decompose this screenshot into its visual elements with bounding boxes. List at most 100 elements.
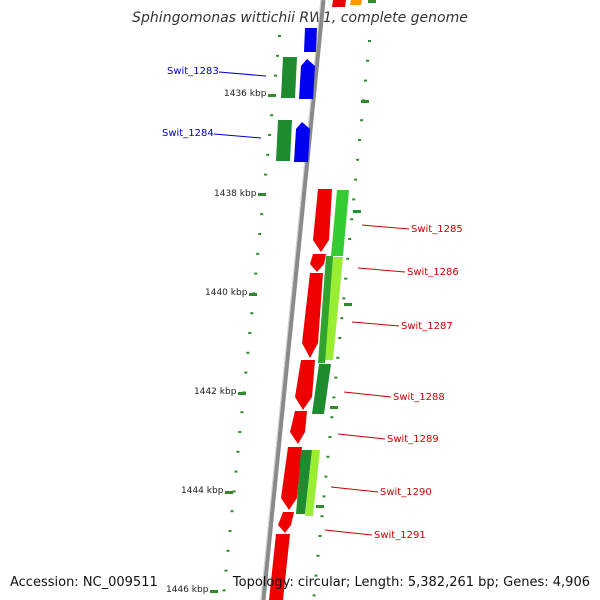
tick-dot <box>270 114 274 117</box>
tick-dot <box>328 436 332 438</box>
tick-dot <box>244 371 248 374</box>
kbp-tick-mark <box>225 491 233 494</box>
gene-feature-1290-lime <box>305 450 320 516</box>
gene-feature-1284-blue-arrow <box>294 122 310 162</box>
tick-dot <box>342 297 346 300</box>
tick-dot <box>248 332 252 334</box>
kbp-tick-mark <box>258 193 266 196</box>
kbp-tick-mark <box>210 590 218 593</box>
genome-backbone <box>260 0 326 600</box>
gene-label[interactable]: Swit_1284 <box>162 128 214 139</box>
tick-dot <box>254 272 258 275</box>
gene-feature-1287-green <box>318 256 333 363</box>
gene-feature-1286-red <box>310 254 326 272</box>
tick-dot <box>246 351 250 354</box>
tick-dot <box>278 35 281 37</box>
tick-dot <box>332 396 336 399</box>
tick-mark <box>353 210 361 213</box>
gene-feature-1291a-red <box>278 512 294 533</box>
gene-leader-line <box>343 391 392 398</box>
tick-dot <box>264 173 268 176</box>
tick-dot <box>240 411 244 414</box>
gene-label[interactable]: Swit_1286 <box>407 267 459 278</box>
topology-summary: Topology: circular; Length: 5,382,261 bp… <box>232 575 590 590</box>
tick-dot <box>274 74 277 77</box>
tick-dot <box>230 510 234 513</box>
gene-label[interactable]: Swit_1288 <box>393 392 445 403</box>
tick-dot <box>316 554 320 557</box>
tick-dot <box>364 79 367 82</box>
gene-feature-1291b-red <box>269 534 290 600</box>
kbp-tick-label: 1442 kbp <box>194 387 237 397</box>
gene-label[interactable]: Swit_1291 <box>374 530 426 541</box>
gene-leader-line <box>330 486 379 493</box>
accession-text: Accession: NC_009511 <box>10 575 158 590</box>
tick-dot <box>352 198 356 201</box>
tick-dot <box>354 178 358 181</box>
genome-title: Sphingomonas wittichii RW1, complete gen… <box>132 10 468 26</box>
gene-leader-line <box>213 133 262 139</box>
tick-dot <box>276 54 279 57</box>
gene-label[interactable]: Swit_1289 <box>387 434 439 445</box>
gene-feature-1284-green <box>276 120 292 161</box>
gene-labels: Swit_1283 Swit_1284 Swit_1285 Swit_1286 Swit… <box>162 66 463 541</box>
gene-leader-line <box>337 433 386 440</box>
tick-dot <box>250 312 254 315</box>
kbp-tick-mark <box>249 293 257 296</box>
tick-dot <box>318 535 322 537</box>
gene-feature-1290-green <box>296 450 312 514</box>
gene-label[interactable]: Swit_1287 <box>401 321 453 332</box>
gene-label[interactable]: Swit_1290 <box>380 487 432 498</box>
kbp-tick-mark <box>268 94 276 97</box>
tick-dot <box>358 139 362 141</box>
tick-dot <box>232 490 236 493</box>
kbp-tick-mark <box>238 392 246 395</box>
tick-dot <box>324 475 328 478</box>
tick-mark <box>330 406 338 409</box>
gene-feature-1283-blue <box>304 28 317 52</box>
gene-feature-1283-green <box>281 57 297 98</box>
tick-dot <box>326 455 330 458</box>
tick-dot <box>222 589 226 592</box>
tick-dot <box>334 376 338 379</box>
gene-feature-1285-red <box>313 189 332 252</box>
gene-feature-1289-red <box>290 411 307 444</box>
tick-mark <box>344 303 352 306</box>
gene-label[interactable]: Swit_1285 <box>411 224 463 235</box>
kbp-tick-label: 1446 kbp <box>166 585 209 595</box>
tick-dot <box>336 356 340 359</box>
tick-dot <box>228 530 232 532</box>
tick-dot <box>338 337 342 339</box>
gene-feature-top-red <box>332 0 346 7</box>
tick-dot <box>320 515 324 518</box>
tick-dot <box>366 59 369 62</box>
tick-dot <box>256 252 260 255</box>
tick-dot <box>314 574 318 577</box>
tick-dot <box>350 218 354 221</box>
kbp-scale: 1436 kbp 1438 kbp 1440 kbp 1442 kbp 1444 kbp… <box>166 89 369 595</box>
tick-mark <box>361 100 369 103</box>
kbp-tick-label: 1438 kbp <box>214 189 257 199</box>
tick-dot <box>346 257 350 260</box>
tick-dot <box>360 119 364 122</box>
kbp-tick-label: 1436 kbp <box>224 89 267 99</box>
tick-dot <box>312 594 316 597</box>
tick-dot <box>368 40 371 42</box>
gene-feature-1290-red <box>281 447 302 510</box>
tick-dot <box>258 233 262 235</box>
gene-feature-1288-green <box>312 364 331 414</box>
gene-feature-1283-blue-arrow <box>299 59 315 99</box>
gene-label[interactable]: Swit_1283 <box>167 66 219 77</box>
gene-leader-line <box>357 267 406 273</box>
tick-dot <box>260 213 264 216</box>
gene-leader-line <box>351 321 400 327</box>
gene-leader-line <box>218 71 267 77</box>
kbp-tick-label: 1440 kbp <box>205 288 248 298</box>
tick-dot <box>266 153 270 156</box>
tick-dot <box>236 450 240 453</box>
tick-dot <box>238 431 242 433</box>
tick-dot <box>322 495 326 498</box>
gene-feature-top-orange <box>350 0 362 5</box>
tick-mark <box>368 0 376 3</box>
